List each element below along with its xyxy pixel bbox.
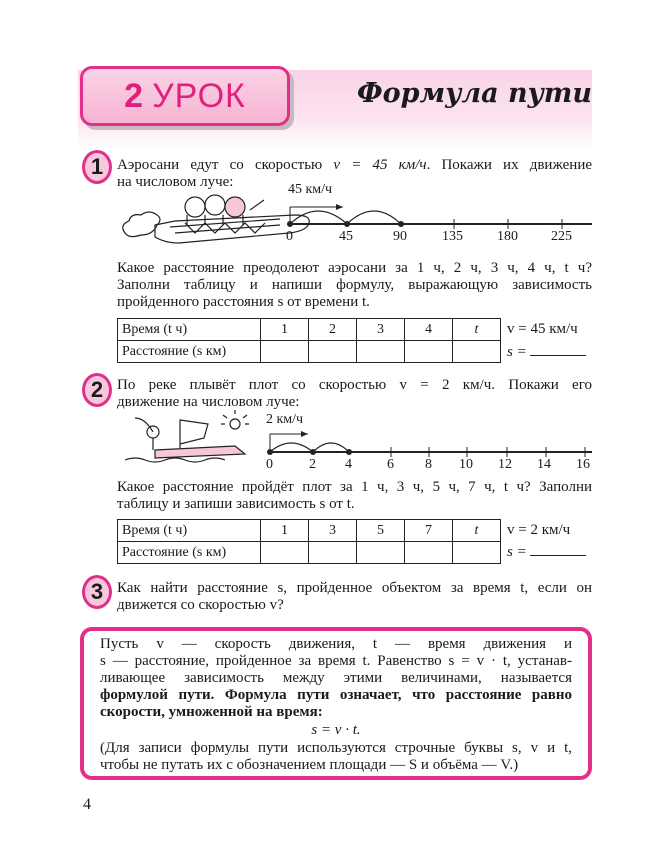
time-cell: 3 bbox=[308, 519, 357, 542]
rule-line: s — расстояние, пройденное за время t. Р… bbox=[100, 653, 572, 669]
distance-input[interactable] bbox=[404, 340, 453, 363]
distance-input[interactable] bbox=[404, 541, 453, 564]
ray2-tick-label: 12 bbox=[498, 457, 512, 472]
formula-prompt: s = bbox=[507, 344, 527, 360]
ex2-speed-label: v = 2 км/ч bbox=[507, 522, 571, 538]
number-ray-1 bbox=[287, 204, 592, 229]
time-cell: t bbox=[452, 318, 501, 341]
rule-line-note: (Для записи формулы пути используются ст… bbox=[100, 740, 572, 756]
page-title: Формула пути bbox=[357, 78, 592, 109]
ray2-tick-label: 4 bbox=[345, 457, 352, 472]
rule-line-bold: скорости, умноженной на время: bbox=[100, 704, 323, 720]
distance-input[interactable] bbox=[452, 340, 501, 363]
time-cell: 1 bbox=[260, 318, 309, 341]
ex1-table: Время (t ч) 1 2 3 4 t Расстояние (s км) bbox=[117, 318, 501, 363]
time-cell: 3 bbox=[356, 318, 405, 341]
distance-input[interactable] bbox=[308, 541, 357, 564]
ex1-speed-label: v = 45 км/ч bbox=[507, 321, 578, 337]
ex1-text: Аэросани едут со скоростью bbox=[117, 157, 323, 173]
ex1-speed: v = 45 км/ч bbox=[333, 157, 427, 173]
row-header-distance: Расстояние (s км) bbox=[117, 541, 261, 564]
answer-line[interactable] bbox=[530, 343, 587, 356]
exercise-1-number: 1 bbox=[82, 150, 112, 184]
raft-illustration bbox=[125, 410, 249, 463]
exercise-2-number: 2 bbox=[82, 373, 112, 407]
ex1-question-3: пройденного расстояния s от времени t. bbox=[117, 294, 370, 310]
distance-input[interactable] bbox=[452, 541, 501, 564]
row-header-time: Время (t ч) bbox=[117, 519, 261, 542]
answer-line[interactable] bbox=[530, 543, 587, 556]
ex2-illustration-and-ray bbox=[125, 410, 592, 463]
lesson-badge: 2 УРОК bbox=[80, 66, 290, 126]
ray1-tick-label: 0 bbox=[286, 229, 293, 244]
ex2-table: Время (t ч) 1 3 5 7 t Расстояние (s км) bbox=[117, 519, 501, 564]
ray2-tick-label: 2 bbox=[309, 457, 316, 472]
ex2-question-1: Какое расстояние пройдёт плот за 1 ч, 3 … bbox=[117, 479, 592, 495]
rule-box bbox=[80, 627, 592, 780]
time-cell: 1 bbox=[260, 519, 309, 542]
rule-formula: s = v · t. bbox=[311, 722, 361, 738]
aerosled-illustration bbox=[122, 194, 310, 244]
ex1-question-2: Заполни таблицу и напиши формулу, выража… bbox=[117, 277, 592, 293]
ray2-tick-label: 0 bbox=[266, 457, 273, 472]
rule-line: Пусть v — скорость движения, t — время д… bbox=[100, 636, 572, 652]
page-number: 4 bbox=[83, 796, 91, 813]
distance-input[interactable] bbox=[356, 541, 405, 564]
ex3-line-1: Как найти расстояние s, пройденное объек… bbox=[117, 580, 592, 596]
lesson-number: 2 bbox=[124, 76, 145, 115]
distance-input[interactable] bbox=[260, 340, 309, 363]
rule-line-definition: формулой пути. Формула пути означает, чт… bbox=[100, 687, 572, 703]
ray1-tick-label: 180 bbox=[497, 229, 518, 244]
distance-input[interactable] bbox=[260, 541, 309, 564]
time-var: t bbox=[474, 522, 479, 538]
ex2-formula-field[interactable]: s = bbox=[507, 543, 587, 561]
exercise-3-number: 3 bbox=[82, 575, 112, 609]
time-cell: 5 bbox=[356, 519, 405, 542]
ex2-question-2: таблицу и запиши зависимость s от t. bbox=[117, 496, 355, 512]
time-var: t bbox=[474, 321, 479, 337]
ex2-line-1: По реке плывёт плот со скоростью v = 2 к… bbox=[117, 377, 592, 393]
rule-line-note: чтобы не путать их с обозначением площад… bbox=[100, 757, 519, 773]
ray1-tick-label: 225 bbox=[551, 229, 572, 244]
ex1-arrow-label: 45 км/ч bbox=[288, 182, 333, 197]
ray2-tick-label: 8 bbox=[425, 457, 432, 472]
ex1-question-1: Какое расстояние преодолеют аэросани за … bbox=[117, 260, 592, 276]
time-cell: t bbox=[452, 519, 501, 542]
time-cell: 4 bbox=[404, 318, 453, 341]
ray2-tick-label: 6 bbox=[387, 457, 394, 472]
time-cell: 2 bbox=[308, 318, 357, 341]
row-header-time: Время (t ч) bbox=[117, 318, 261, 341]
formula-prompt: s = bbox=[507, 544, 527, 560]
ray2-tick-label: 14 bbox=[537, 457, 551, 472]
ex1-formula-field[interactable]: s = bbox=[507, 343, 587, 361]
ray2-tick-label: 16 bbox=[576, 457, 590, 472]
ray1-tick-label: 135 bbox=[442, 229, 463, 244]
ex3-line-2: движется со скоростью v? bbox=[117, 597, 284, 613]
ray2-tick-label: 10 bbox=[459, 457, 473, 472]
distance-input[interactable] bbox=[308, 340, 357, 363]
ex1-line-2: на числовом луче: bbox=[117, 174, 234, 190]
time-cell: 7 bbox=[404, 519, 453, 542]
distance-input[interactable] bbox=[356, 340, 405, 363]
ray1-tick-label: 90 bbox=[393, 229, 407, 244]
rule-line: ливающее зависимость между этими величин… bbox=[100, 670, 572, 686]
ex2-line-2: движение на числовом луче: bbox=[117, 394, 300, 410]
ex1-text-2: . Покажи их движение bbox=[426, 157, 593, 173]
ex2-arrow-label: 2 км/ч bbox=[266, 412, 304, 427]
number-ray-2 bbox=[267, 431, 592, 457]
row-header-distance: Расстояние (s км) bbox=[117, 340, 261, 363]
lesson-word: УРОК bbox=[152, 76, 246, 115]
ex1-illustration-and-ray bbox=[122, 194, 592, 244]
ex1-line-1: Аэросани едут со скоростью v = 45 км/ч. … bbox=[117, 157, 592, 174]
ray1-tick-label: 45 bbox=[339, 229, 353, 244]
